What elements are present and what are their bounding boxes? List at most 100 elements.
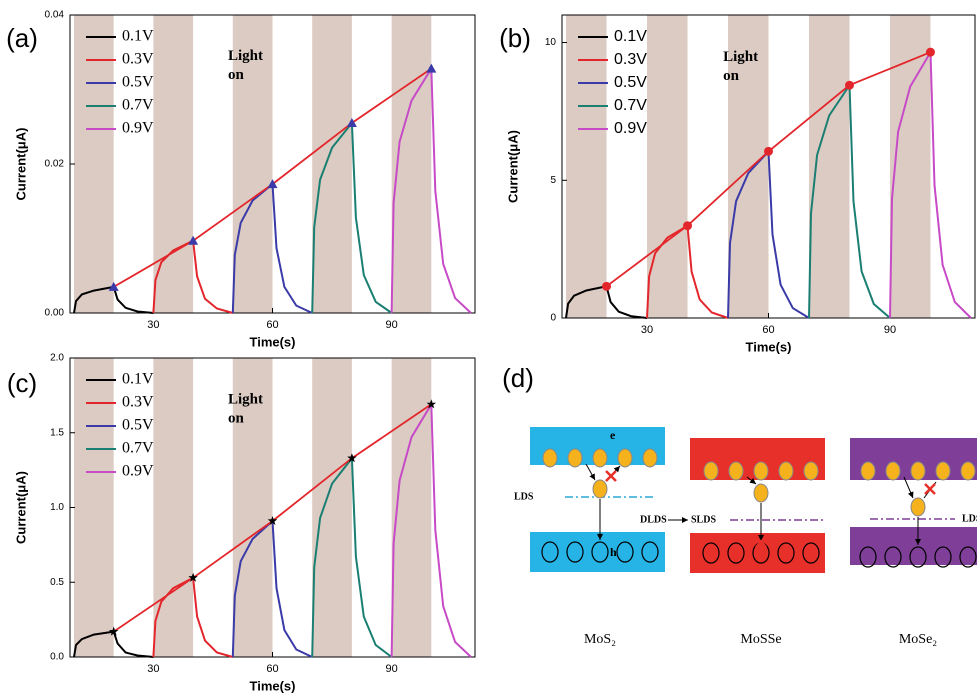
legend-label: 0.5V [122,74,154,91]
electron [617,448,633,468]
legend-label: 0.9V [614,120,647,137]
peak-marker [683,221,693,231]
annotation: Light [723,49,758,65]
x-tick-label: 30 [147,319,159,331]
block-mark [924,483,936,495]
light-band [232,15,273,313]
lds-label: LDS [962,513,977,524]
annotation: on [723,68,740,84]
y-tick-label: 10 [545,37,557,48]
light-band [312,15,352,313]
y-tick-label: 0.02 [45,159,65,170]
hole-label: h [610,545,617,559]
x-axis-label: Time(s) [746,339,792,354]
valence-band [530,532,665,572]
peak-marker [267,179,278,189]
hole [616,541,634,563]
material-label: MoSSe [740,632,781,647]
light-band [73,358,114,657]
light-band [232,358,273,657]
legend-label: 0.1V [614,28,647,45]
hole [859,546,877,568]
hole [566,541,584,563]
lds-label: LDS [514,491,534,502]
x-tick-label: 90 [385,663,397,675]
legend-label: 0.9V [122,120,154,137]
electron [567,448,583,468]
peak-marker [108,281,119,291]
legend-label: 0.3V [614,51,647,68]
panel-label: (d) [502,363,534,393]
peak-marker [346,118,357,128]
x-tick-label: 60 [762,324,774,336]
panel-label: (b) [499,23,531,53]
hole [702,542,720,564]
peak-marker [347,453,357,463]
y-tick-label: 0 [550,313,556,324]
arrow [585,463,596,481]
legend-label: 0.5V [614,74,647,91]
annotation: on [228,67,245,83]
hole [934,546,952,568]
light-band [312,358,352,657]
electron [642,448,658,468]
x-axis-label: Time(s) [250,678,296,693]
block-mark [605,470,617,482]
y-tick-label: 5 [550,175,556,186]
hole [802,542,820,564]
light-band [73,15,114,313]
y-tick-label: 0.04 [45,10,65,21]
electron [960,461,976,481]
peak-marker [602,281,612,291]
x-axis-label: Time(s) [250,334,296,349]
legend-label: 0.7V [122,440,154,457]
electron [753,461,769,481]
y-tick-label: 1.0 [50,502,64,513]
peak-marker [267,516,278,525]
light-band [153,358,194,657]
x-tick-label: 90 [884,324,896,336]
electron [803,461,819,481]
peak-marker [764,146,773,156]
annotation: Light [228,391,263,407]
panel-label: (a) [6,23,38,53]
peak-marker [188,235,199,245]
arrow [903,476,914,499]
x-tick-label: 60 [266,663,278,675]
material-label: MoS₂ [584,632,616,647]
annotation: on [228,410,245,426]
trapped-electron [592,479,608,499]
electron [778,461,794,481]
block-mark [755,536,767,548]
slds-label: SLDS [691,514,716,525]
hole [641,541,659,563]
electron [728,461,744,481]
electron [910,461,926,481]
peak-marker [426,63,437,73]
y-tick-label: 1.5 [50,427,64,438]
y-axis-label: Current(μA) [13,128,28,201]
electron [885,461,901,481]
hole [591,541,609,563]
legend-label: 0.3V [122,394,154,411]
light-band [566,15,607,318]
y-axis-label: Current(μA) [13,471,28,544]
legend-label: 0.7V [122,97,154,114]
peak-marker [925,47,935,57]
trapped-electron [753,483,769,503]
legend-label: 0.5V [122,417,154,434]
y-tick-label: 0.0 [50,652,64,663]
electron [860,461,876,481]
hole [777,542,795,564]
peak-marker [844,80,854,90]
y-tick-label: 0.5 [50,577,64,588]
panel-label: (c) [7,368,37,398]
hole [959,546,977,568]
legend-label: 0.3V [122,51,154,68]
arrow [746,476,757,485]
x-tick-label: 60 [266,319,278,331]
hole [541,541,559,563]
hole [727,542,745,564]
legend-label: 0.1V [122,371,154,388]
